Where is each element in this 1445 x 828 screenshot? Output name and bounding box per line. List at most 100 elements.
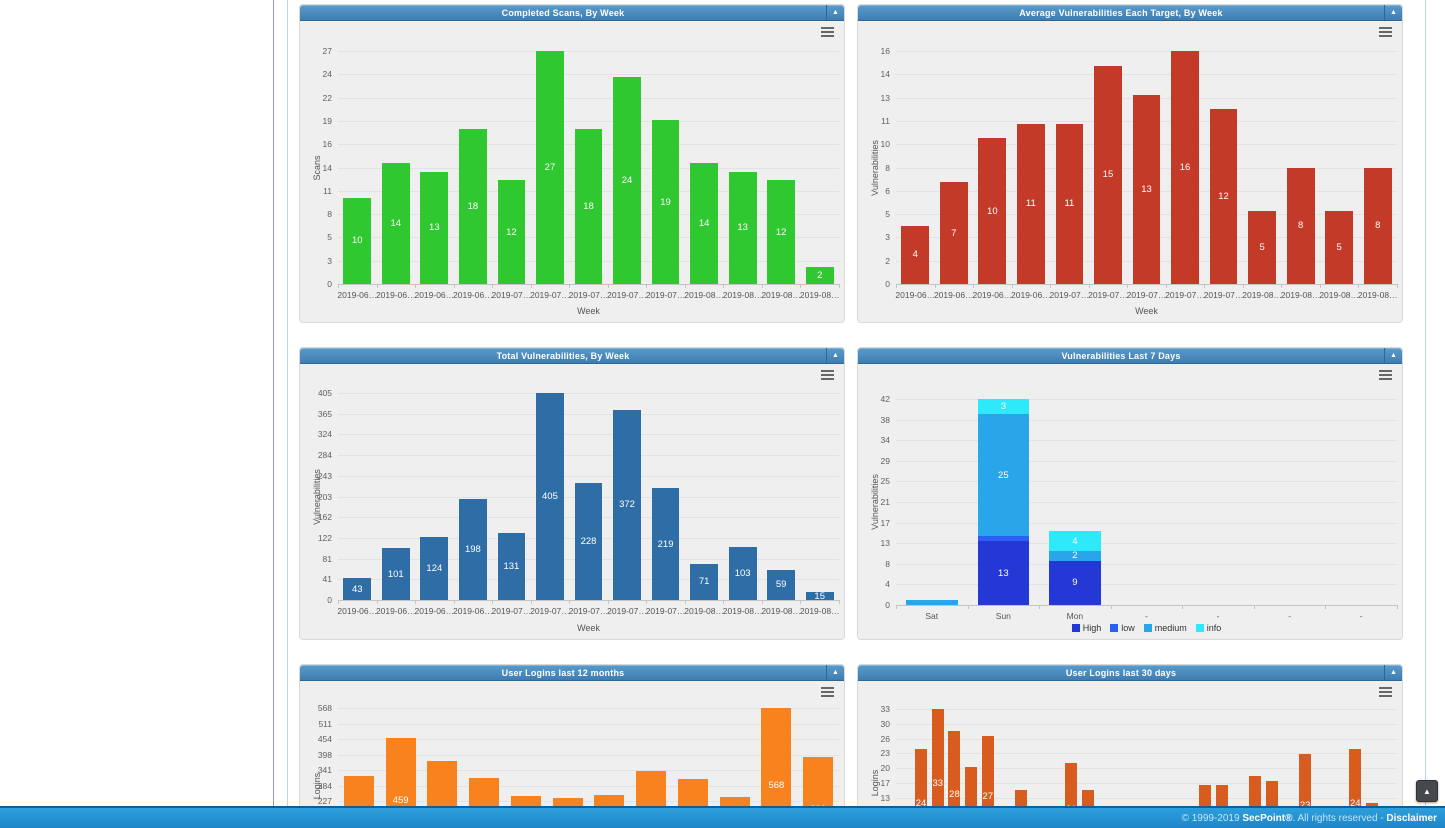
bar: 103	[728, 547, 757, 600]
bar-value-label: 13	[1141, 183, 1152, 195]
x-category-label: -	[1359, 611, 1363, 621]
bar-value-label: 19	[660, 196, 671, 208]
legend-item[interactable]: info	[1195, 623, 1221, 633]
x-category-label: 2019-07…	[645, 606, 686, 616]
y-tick-label: 20	[880, 763, 890, 774]
collapse-icon[interactable]: ▲	[1384, 665, 1402, 680]
panel-user-logins-30-days: User Logins last 30 days ▲ 0371013172023…	[857, 664, 1403, 828]
x-axis-line	[896, 605, 1397, 606]
x-category-label: 2019-07…	[568, 606, 609, 616]
footer-rights: . All rights reserved -	[1292, 812, 1387, 824]
menu-icon[interactable]	[821, 27, 834, 39]
bar: 43	[343, 578, 372, 600]
grid-line	[896, 783, 1397, 784]
bar: 12	[767, 180, 796, 284]
y-tick-label: 0	[885, 600, 890, 610]
x-category-label: 2019-08…	[722, 290, 763, 300]
scroll-to-top-button[interactable]: ▲	[1416, 780, 1438, 802]
x-category-label: 2019-06…	[414, 290, 455, 300]
legend-item[interactable]: low	[1110, 623, 1135, 633]
grid-line	[896, 399, 1397, 400]
y-tick-label: 324	[317, 429, 332, 440]
bar-value-label: 372	[619, 499, 635, 511]
bar-value-label: 10	[351, 235, 363, 247]
bar-value-label: 405	[542, 491, 558, 502]
menu-icon[interactable]	[1379, 370, 1392, 382]
bar: 219	[651, 488, 680, 600]
x-category-label: 2019-07…	[1049, 290, 1090, 300]
bar: 2	[1049, 551, 1101, 561]
grid-line	[896, 502, 1397, 503]
bar-value-label: 27	[544, 162, 556, 173]
y-axis-title: Vulnerabilities	[870, 139, 880, 196]
y-tick-label: 14	[322, 162, 332, 173]
y-tick-label: 5	[327, 232, 332, 243]
bar: 124	[420, 536, 449, 600]
x-tick-mark	[415, 284, 417, 288]
bar-value-label: 43	[351, 583, 363, 595]
content-left-border	[287, 0, 288, 806]
x-tick-mark	[684, 600, 686, 604]
disclaimer-link[interactable]: Disclaimer	[1386, 812, 1437, 824]
panel-header: Total Vulnerabilities, By Week ▲	[300, 348, 844, 364]
grid-line	[896, 543, 1397, 545]
x-tick-mark	[1253, 605, 1255, 609]
panel-header: User Logins last 12 months ▲	[300, 665, 844, 681]
bar	[906, 600, 958, 605]
bar-value-label: 4	[912, 249, 918, 261]
bar-value-label: 101	[387, 568, 404, 580]
bar: 18	[459, 128, 487, 284]
legend-swatch	[1195, 624, 1204, 632]
x-tick-mark	[1397, 605, 1398, 609]
menu-icon[interactable]	[1379, 687, 1392, 699]
grid-line	[896, 584, 1397, 586]
bar-value-label: 12	[775, 226, 787, 238]
bar-value-label: 103	[734, 568, 751, 580]
collapse-icon[interactable]: ▲	[1384, 348, 1402, 363]
menu-icon[interactable]	[1379, 27, 1392, 39]
panel-completed-scans: Completed Scans, By Week ▲ 0 3 5 8 11 14 16 19 2…	[299, 4, 845, 323]
panel-header: Completed Scans, By Week ▲	[300, 5, 844, 21]
bar: 24	[613, 76, 641, 284]
footer-brand: SecPoint®	[1242, 812, 1293, 824]
y-tick-label: 26	[880, 733, 890, 744]
grid-line	[896, 753, 1397, 755]
y-tick-label: 11	[323, 185, 332, 196]
x-category-label: 2019-08…	[1242, 290, 1282, 300]
bar-value-label: 3	[1000, 400, 1006, 412]
y-tick-label: 17	[880, 778, 890, 788]
y-tick-label: 13	[880, 92, 890, 103]
grid-line	[338, 754, 839, 756]
bar-value-label: 131	[503, 561, 520, 572]
x-tick-mark	[646, 284, 648, 288]
x-category-label: 2019-07…	[491, 290, 532, 300]
bar: 372	[613, 409, 641, 600]
bar-value-label: 18	[467, 200, 479, 212]
y-tick-label: 0	[327, 279, 332, 289]
collapse-icon[interactable]: ▲	[826, 348, 844, 363]
legend-item[interactable]: medium	[1143, 623, 1187, 633]
collapse-icon[interactable]: ▲	[826, 665, 844, 680]
bar-value-label: 59	[775, 579, 787, 591]
legend-item[interactable]: High	[1071, 623, 1101, 633]
x-tick-mark	[338, 600, 339, 604]
menu-icon[interactable]	[821, 370, 834, 382]
bar-value-label: 33	[932, 777, 944, 789]
collapse-icon[interactable]: ▲	[1384, 5, 1402, 20]
x-tick-mark	[967, 605, 969, 609]
bar: 19	[651, 120, 680, 284]
bar: 12	[497, 180, 526, 284]
x-category-label: -	[1216, 611, 1220, 621]
y-tick-label: 23	[880, 748, 890, 759]
collapse-icon[interactable]: ▲	[826, 5, 844, 20]
y-tick-label: 243	[317, 470, 332, 481]
menu-icon[interactable]	[821, 687, 834, 699]
y-tick-label: 511	[318, 718, 332, 729]
x-category-label: 2019-08…	[684, 606, 724, 616]
x-category-label: 2019-06…	[895, 290, 936, 300]
x-category-label: 2019-06…	[337, 606, 378, 616]
x-category-label: 2019-06…	[414, 606, 455, 616]
bar-value-label: 71	[698, 576, 710, 588]
y-tick-label: 21	[880, 497, 890, 507]
bar: 10	[978, 138, 1007, 284]
